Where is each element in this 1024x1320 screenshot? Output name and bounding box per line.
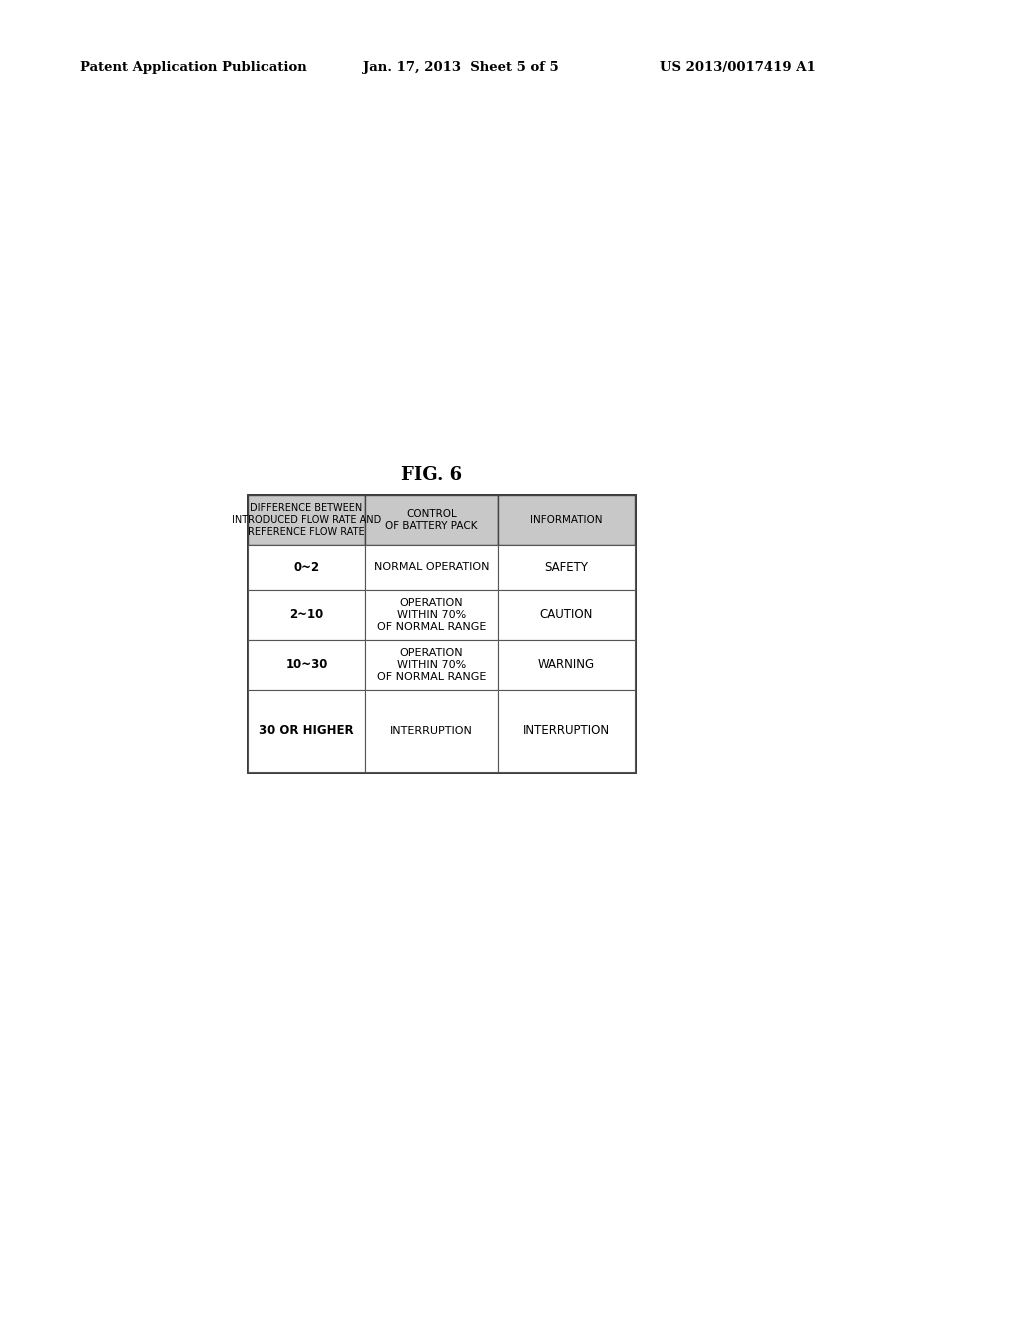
FancyBboxPatch shape (365, 545, 498, 590)
Text: 10~30: 10~30 (286, 659, 328, 672)
Text: 2~10: 2~10 (290, 609, 324, 622)
FancyBboxPatch shape (498, 590, 635, 640)
FancyBboxPatch shape (248, 640, 365, 690)
FancyBboxPatch shape (248, 590, 365, 640)
FancyBboxPatch shape (248, 495, 365, 545)
FancyBboxPatch shape (498, 640, 635, 690)
Text: NORMAL OPERATION: NORMAL OPERATION (374, 562, 489, 573)
FancyBboxPatch shape (365, 590, 498, 640)
Text: CAUTION: CAUTION (540, 609, 593, 622)
Text: CONTROL
OF BATTERY PACK: CONTROL OF BATTERY PACK (385, 510, 478, 531)
FancyBboxPatch shape (498, 495, 635, 545)
FancyBboxPatch shape (365, 690, 498, 772)
Text: WARNING: WARNING (538, 659, 595, 672)
Text: US 2013/0017419 A1: US 2013/0017419 A1 (660, 62, 816, 74)
Text: SAFETY: SAFETY (545, 561, 589, 574)
FancyBboxPatch shape (248, 495, 635, 772)
FancyBboxPatch shape (498, 690, 635, 772)
Text: 0~2: 0~2 (294, 561, 319, 574)
Text: Patent Application Publication: Patent Application Publication (80, 62, 307, 74)
Text: Jan. 17, 2013  Sheet 5 of 5: Jan. 17, 2013 Sheet 5 of 5 (362, 62, 559, 74)
FancyBboxPatch shape (365, 495, 498, 545)
FancyBboxPatch shape (498, 545, 635, 590)
FancyBboxPatch shape (248, 545, 365, 590)
Text: INFORMATION: INFORMATION (530, 515, 603, 525)
Text: FIG. 6: FIG. 6 (401, 466, 463, 484)
Text: INTERRUPTION: INTERRUPTION (390, 726, 473, 737)
FancyBboxPatch shape (365, 640, 498, 690)
FancyBboxPatch shape (248, 690, 365, 772)
Text: OPERATION
WITHIN 70%
OF NORMAL RANGE: OPERATION WITHIN 70% OF NORMAL RANGE (377, 648, 486, 681)
Text: DIFFERENCE BETWEEN
INTRODUCED FLOW RATE AND
REFERENCE FLOW RATE: DIFFERENCE BETWEEN INTRODUCED FLOW RATE … (231, 503, 381, 537)
Text: OPERATION
WITHIN 70%
OF NORMAL RANGE: OPERATION WITHIN 70% OF NORMAL RANGE (377, 598, 486, 631)
Text: INTERRUPTION: INTERRUPTION (523, 725, 610, 738)
Text: 30 OR HIGHER: 30 OR HIGHER (259, 725, 354, 738)
